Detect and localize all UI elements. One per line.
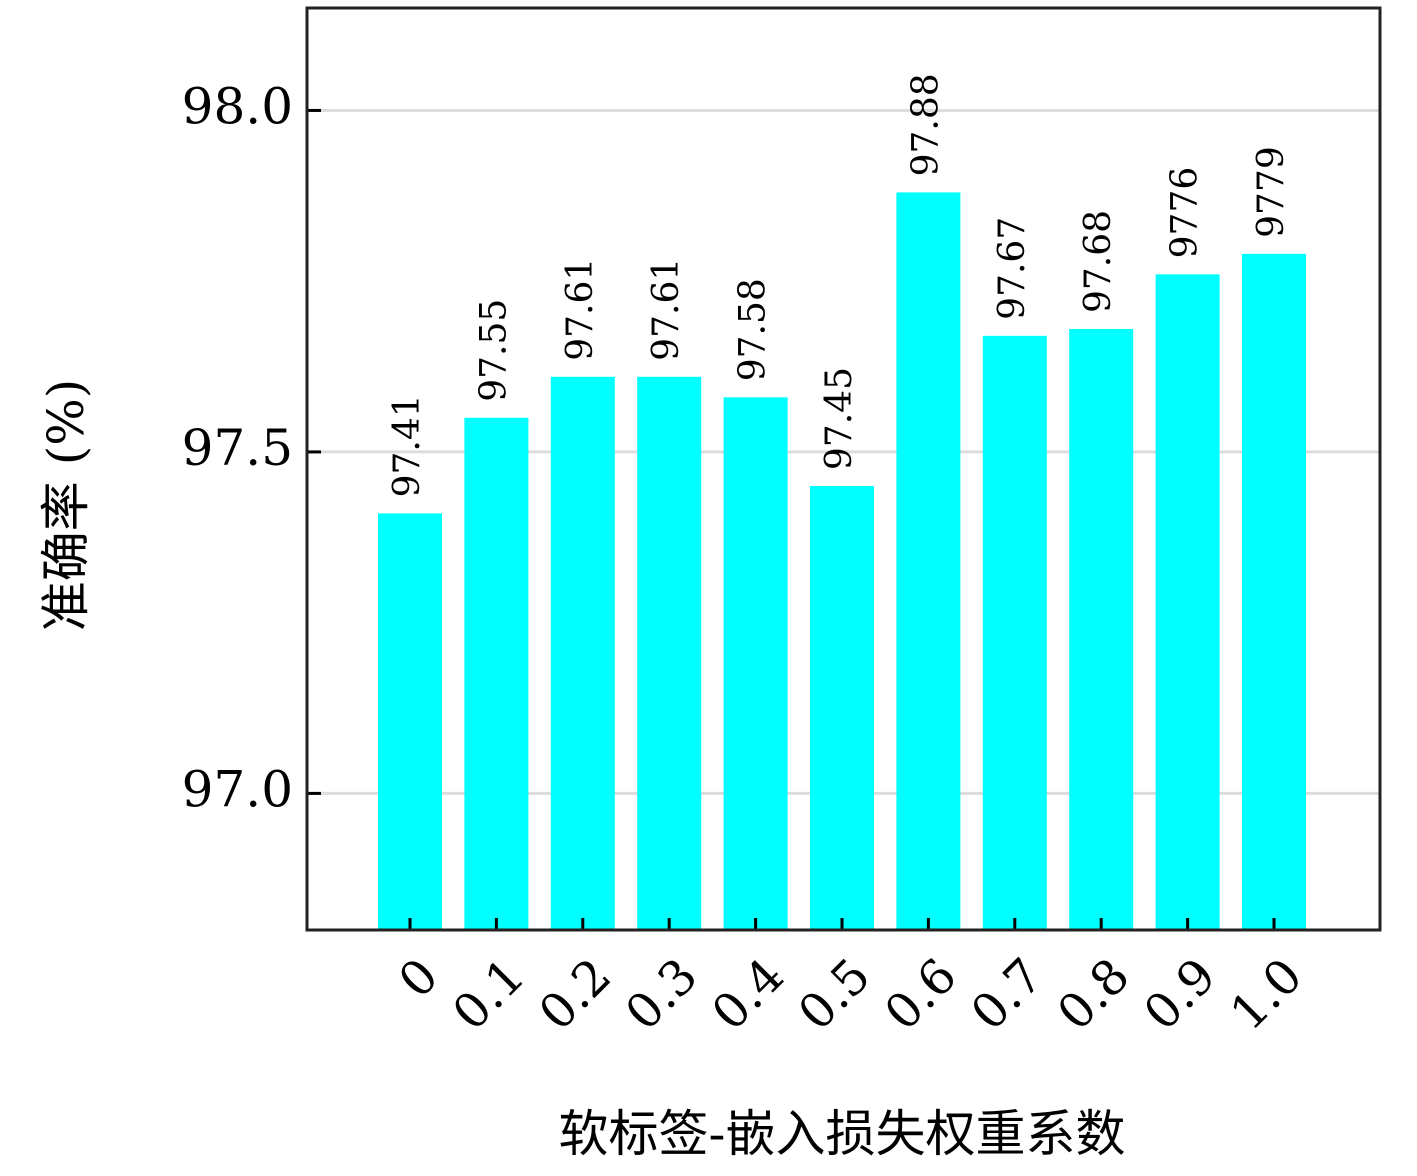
- x-tick-label: 0.2: [529, 948, 623, 1042]
- value-label: 9779: [1251, 146, 1292, 238]
- x-tick-label: 0.3: [615, 948, 709, 1042]
- value-label: 97.41: [387, 394, 428, 497]
- bar: [1069, 328, 1134, 931]
- y-tick-label: 97.0: [182, 760, 293, 818]
- value-label: 97.55: [473, 299, 514, 402]
- bar: [896, 192, 961, 930]
- value-label: 97.61: [560, 258, 601, 361]
- x-tick-label: 0: [388, 948, 449, 1009]
- x-tick-label: 0.7: [961, 948, 1055, 1042]
- value-label: 97.61: [646, 258, 687, 361]
- bar: [464, 417, 529, 930]
- value-label: 97.58: [733, 278, 774, 381]
- x-tick-label: 0.9: [1133, 948, 1227, 1042]
- x-tick-label: 0.5: [788, 948, 882, 1042]
- x-tick-label: 0.4: [701, 948, 795, 1042]
- x-tick-label: 0.1: [442, 948, 536, 1042]
- y-axis-label: 准确率 (%): [37, 379, 95, 631]
- plot-frame: [305, 6, 1382, 932]
- bar: [723, 397, 788, 930]
- x-tick-label: 0.6: [874, 948, 968, 1042]
- x-axis-label: 软标签-嵌入损失权重系数: [559, 1105, 1126, 1163]
- value-label: 97.68: [1078, 210, 1119, 313]
- value-label: 97.88: [905, 73, 946, 176]
- bar: [810, 486, 874, 930]
- bar: [550, 376, 615, 930]
- value-label: 9776: [1165, 167, 1206, 259]
- x-tick-label: 0.8: [1047, 948, 1141, 1042]
- y-tick-label: 98.0: [182, 77, 293, 135]
- bar: [1155, 274, 1220, 930]
- x-tick-label: 1.0: [1220, 948, 1314, 1042]
- bar: [982, 335, 1047, 930]
- bar: [637, 376, 702, 930]
- value-label: 97.45: [819, 367, 860, 470]
- bar: [378, 513, 442, 930]
- value-label: 97.67: [992, 217, 1033, 320]
- y-tick-label: 97.5: [182, 419, 293, 477]
- bar: [1242, 253, 1306, 930]
